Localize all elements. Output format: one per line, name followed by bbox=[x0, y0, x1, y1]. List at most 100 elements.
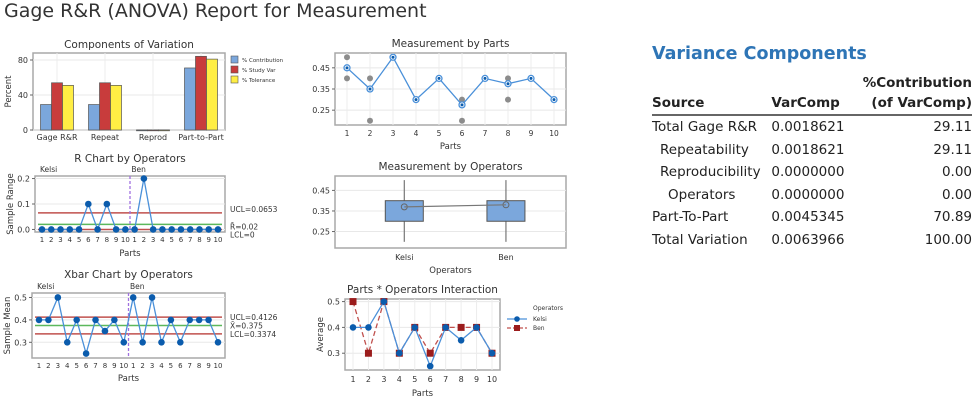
plot-area bbox=[344, 298, 501, 371]
x-tick-label: 9 bbox=[112, 362, 116, 370]
data-point bbox=[214, 226, 222, 233]
operator-label: Ben bbox=[131, 165, 146, 174]
data-point bbox=[122, 226, 129, 233]
x-tick-label: 6 bbox=[428, 375, 433, 384]
x-tick-label: Part-to-Part bbox=[178, 133, 224, 142]
data-point bbox=[457, 337, 465, 344]
varcomp-cell: 0.0063966 bbox=[771, 231, 845, 248]
data-point bbox=[73, 316, 80, 324]
observation-point bbox=[459, 117, 465, 124]
data-point bbox=[167, 316, 175, 324]
legend-title: Operators bbox=[533, 305, 563, 312]
source-cell: Operators bbox=[668, 186, 736, 203]
x-tick-label: 4 bbox=[159, 362, 164, 370]
y-tick-label: 0.25 bbox=[312, 228, 330, 237]
header-source: Source bbox=[652, 94, 772, 116]
y-tick-label: 0.4 bbox=[327, 323, 340, 332]
data-point bbox=[168, 226, 175, 233]
x-tick-label: 5 bbox=[437, 129, 442, 138]
y-tick-label: 40 bbox=[18, 91, 28, 100]
x-tick-label: 3 bbox=[56, 362, 60, 370]
varcomp-cell: 0.0018621 bbox=[771, 141, 845, 158]
data-point bbox=[186, 316, 194, 324]
x-tick-label: 4 bbox=[65, 362, 70, 370]
operator-label: Kelsi bbox=[37, 282, 54, 291]
x-tick-label: 1 bbox=[131, 362, 135, 370]
data-point bbox=[158, 339, 165, 346]
x-tick-label: 10 bbox=[214, 362, 223, 370]
data-point bbox=[365, 324, 372, 331]
y-axis-label: Sample Mean bbox=[3, 297, 13, 355]
x-tick-label: Gage R&R bbox=[37, 133, 78, 142]
table-row: Operators 0.0000000 0.00 bbox=[652, 184, 972, 207]
x-tick-label: 8 bbox=[506, 129, 511, 138]
data-point bbox=[205, 316, 212, 324]
data-point bbox=[111, 316, 118, 324]
header-varcomp: VarComp bbox=[771, 94, 852, 116]
box bbox=[486, 200, 526, 222]
mean-point-center bbox=[437, 76, 441, 80]
chart-title: Xbar Chart by Operators bbox=[64, 269, 193, 281]
data-point bbox=[514, 316, 520, 322]
variance-components-panel: Variance Components %Contribution Source… bbox=[652, 44, 972, 251]
x-axis-label: Parts bbox=[118, 374, 140, 384]
data-point bbox=[177, 226, 185, 233]
contribution-cell: 70.89 bbox=[933, 209, 972, 225]
data-point bbox=[47, 226, 55, 233]
x-tick-label: 9 bbox=[207, 236, 211, 244]
x-tick-label: Ben bbox=[498, 253, 513, 262]
x-tick-label: 5 bbox=[169, 362, 173, 370]
x-tick-label: 2 bbox=[142, 236, 146, 244]
bar bbox=[62, 85, 74, 131]
x-tick-label: 7 bbox=[95, 236, 99, 244]
bar bbox=[99, 82, 111, 131]
bar bbox=[110, 85, 122, 131]
x-tick-label: 7 bbox=[188, 362, 192, 370]
variance-components-title: Variance Components bbox=[652, 44, 867, 64]
x-tick-label: 2 bbox=[46, 362, 50, 370]
data-point bbox=[101, 327, 109, 335]
data-point bbox=[85, 200, 92, 208]
bar bbox=[195, 55, 207, 131]
mean-point-center bbox=[460, 103, 464, 107]
x-tick-label: 4 bbox=[68, 236, 73, 244]
data-point bbox=[75, 226, 83, 233]
data-point bbox=[148, 294, 156, 301]
x-axis-label: Operators bbox=[429, 266, 472, 276]
x-tick-label: 10 bbox=[121, 236, 130, 244]
mean-point-center bbox=[506, 82, 510, 86]
observation-point bbox=[505, 75, 511, 82]
observation-point bbox=[344, 54, 350, 61]
mean-line bbox=[346, 56, 555, 106]
data-point bbox=[205, 226, 213, 233]
contribution-cell: 29.11 bbox=[933, 141, 972, 158]
observation-point bbox=[367, 75, 373, 82]
chart-title: Parts * Operators Interaction bbox=[347, 284, 498, 296]
y-axis-label: Average bbox=[316, 317, 326, 352]
x-tick-label: 2 bbox=[368, 129, 373, 138]
charts-panel: 0 40 80 Components of Variation Percent Gage … bbox=[3, 38, 567, 399]
x-tick-label: 9 bbox=[206, 362, 210, 370]
mean-point-center bbox=[414, 98, 418, 102]
chart-title: Measurement by Parts bbox=[392, 38, 510, 50]
mean-point-center bbox=[368, 87, 372, 91]
x-tick-label: 3 bbox=[151, 236, 155, 244]
data-point bbox=[195, 316, 203, 324]
data-point bbox=[94, 226, 101, 233]
contribution-cell: 100.00 bbox=[924, 231, 972, 248]
x-tick-label: 1 bbox=[40, 236, 44, 244]
data-point bbox=[120, 339, 128, 346]
x-tick-label: 1 bbox=[350, 375, 355, 384]
control-limit-label: LCL=0 bbox=[230, 230, 255, 239]
y-tick-label: 0.3 bbox=[14, 338, 27, 347]
x-tick-label: 8 bbox=[197, 362, 201, 370]
x-tick-label: 3 bbox=[150, 362, 154, 370]
x-tick-label: 10 bbox=[119, 362, 128, 370]
data-point bbox=[38, 226, 46, 233]
data-point bbox=[45, 316, 52, 324]
x-tick-label: 10 bbox=[487, 375, 497, 384]
varcomp-cell: 0.0018621 bbox=[771, 119, 845, 135]
data-point bbox=[63, 339, 71, 346]
x-tick-label: 6 bbox=[178, 362, 183, 370]
x-tick-label: Reprod bbox=[139, 133, 167, 142]
